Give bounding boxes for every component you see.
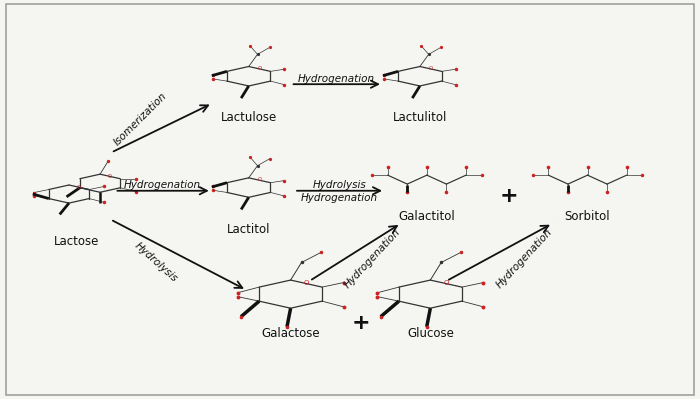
Text: Galactitol: Galactitol <box>398 210 455 223</box>
Text: Lactulitol: Lactulitol <box>393 111 447 124</box>
Text: O: O <box>304 280 309 286</box>
Text: O: O <box>258 66 262 71</box>
Text: O: O <box>443 280 449 286</box>
Text: O: O <box>77 185 81 190</box>
Text: O: O <box>428 66 433 71</box>
Text: +: + <box>352 313 370 333</box>
Text: Hydrogenation: Hydrogenation <box>342 227 402 290</box>
Text: Hydrogenation: Hydrogenation <box>301 192 378 203</box>
Text: Lactulose: Lactulose <box>220 111 276 124</box>
Text: Hydrogenation: Hydrogenation <box>495 227 554 290</box>
Text: +: + <box>500 186 519 205</box>
Text: Isomerization: Isomerization <box>112 91 169 148</box>
Text: Galactose: Galactose <box>261 327 320 340</box>
Text: O: O <box>108 174 112 179</box>
Text: Lactose: Lactose <box>53 235 99 248</box>
Text: Sorbitol: Sorbitol <box>565 210 610 223</box>
Text: Hydrogenation: Hydrogenation <box>124 180 202 190</box>
Text: Hydrolysis: Hydrolysis <box>132 241 179 284</box>
Text: Hydrolysis: Hydrolysis <box>313 180 366 190</box>
Text: Lactitol: Lactitol <box>227 223 270 235</box>
Text: Hydrogenation: Hydrogenation <box>298 74 375 84</box>
Text: Glucose: Glucose <box>407 327 454 340</box>
Text: O: O <box>258 177 262 182</box>
